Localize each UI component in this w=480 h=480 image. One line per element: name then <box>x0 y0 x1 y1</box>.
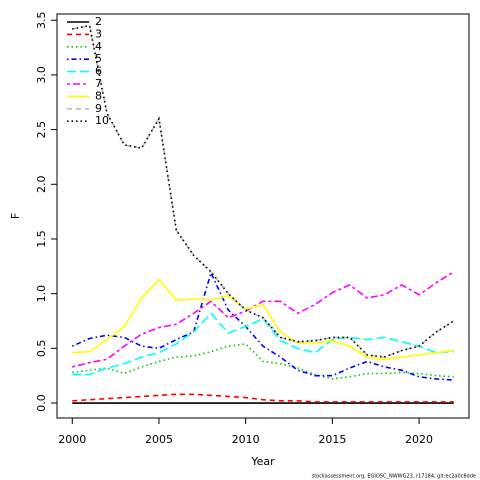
footnote: stockassessment.org, EGIOSC_NWWG23, r171… <box>312 474 476 480</box>
legend-label: 4 <box>95 40 102 53</box>
y-tick-label: 3.5 <box>35 11 48 29</box>
y-tick-label: 2.0 <box>35 176 48 194</box>
legend-label: 8 <box>95 89 102 102</box>
series-line <box>71 270 454 381</box>
y-tick-label: 1.5 <box>35 230 48 248</box>
legend-label: 9 <box>95 102 102 115</box>
x-axis-label: Year <box>250 455 275 468</box>
series-line <box>72 24 455 358</box>
y-tick-label: 3.0 <box>35 66 48 84</box>
y-tick-label: 0.5 <box>35 340 48 358</box>
x-tick-label: 2020 <box>405 433 433 446</box>
series-line <box>72 312 454 376</box>
series-line <box>72 24 455 358</box>
series-line <box>72 271 455 368</box>
y-tick-label: 1.0 <box>35 285 48 303</box>
legend-label: 3 <box>95 27 102 40</box>
legend-label: 10 <box>95 114 109 127</box>
x-tick-label: 2015 <box>318 433 346 446</box>
series-line <box>72 393 454 403</box>
legend-label: 5 <box>95 52 102 65</box>
x-tick-label: 2005 <box>145 433 173 446</box>
x-tick-label: 2010 <box>232 433 260 446</box>
plot-frame <box>56 13 470 419</box>
y-tick-label: 0.0 <box>35 394 48 412</box>
legend-label: 2 <box>95 15 102 28</box>
legend-label: 7 <box>95 77 102 90</box>
legend-label: 6 <box>95 65 102 78</box>
x-tick-label: 2000 <box>58 433 86 446</box>
series-line <box>72 343 454 380</box>
y-tick-label: 2.5 <box>35 121 48 139</box>
series-line <box>72 278 454 361</box>
y-axis-label: F <box>9 213 22 219</box>
